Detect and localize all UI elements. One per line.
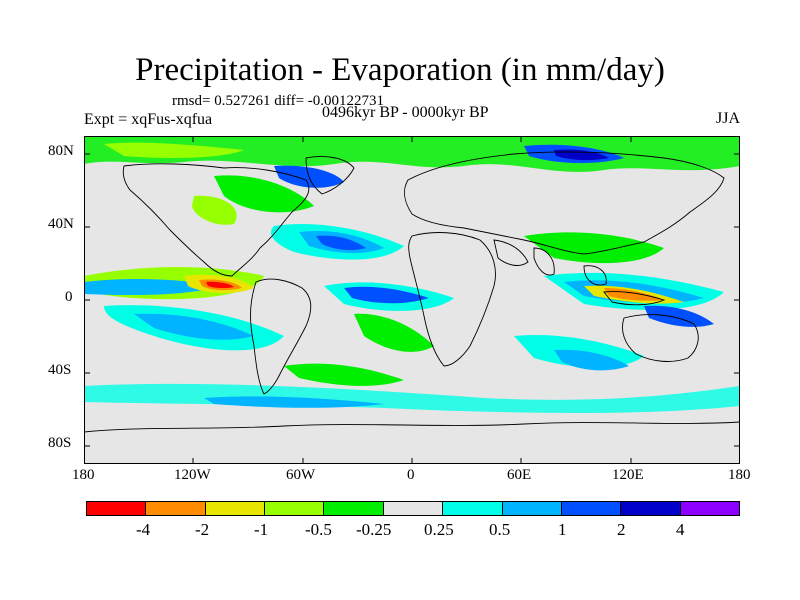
- plot-title: Precipitation - Evaporation (in mm/day): [135, 52, 665, 88]
- season-label: JJA: [716, 110, 741, 127]
- colorbar: [86, 501, 740, 516]
- y-tick-label: 80S: [48, 435, 72, 451]
- colorbar-label: 0.5: [489, 520, 511, 539]
- y-tick-label: 0: [65, 289, 73, 305]
- colorbar-swatch: [265, 502, 325, 515]
- x-tick-label: 60E: [507, 467, 532, 483]
- colorbar-label: -0.25: [356, 520, 392, 539]
- colorbar-label: 4: [676, 520, 685, 539]
- colorbar-label: -4: [136, 520, 151, 539]
- y-tick-label: 40S: [48, 362, 72, 378]
- x-tick-label: 60W: [286, 467, 316, 483]
- x-tick-label: 0: [407, 467, 415, 483]
- tick-marks: [84, 136, 740, 464]
- y-tick-label: 80N: [48, 143, 74, 159]
- colorbar-swatch: [443, 502, 503, 515]
- colorbar-swatch: [680, 502, 739, 515]
- colorbar-label: -0.5: [305, 520, 332, 539]
- colorbar-label: -2: [195, 520, 210, 539]
- colorbar-swatch: [621, 502, 681, 515]
- x-tick-label: 180: [72, 467, 95, 483]
- coastlines: [84, 151, 740, 433]
- colorbar-label: 2: [617, 520, 626, 539]
- colorbar-swatch: [502, 502, 562, 515]
- colorbar-swatch: [324, 502, 384, 515]
- colorbar-label: 1: [558, 520, 567, 539]
- x-tick-label: 120W: [174, 467, 211, 483]
- period-label: 0496kyr BP - 0000kyr BP: [322, 104, 489, 121]
- field-shading: [84, 136, 740, 413]
- stats-text: rmsd= 0.527261 diff= -0.00122731: [172, 93, 385, 109]
- y-tick-label: 40N: [48, 216, 74, 232]
- colorbar-label: -1: [254, 520, 269, 539]
- colorbar-label: 0.25: [424, 520, 454, 539]
- colorbar-swatch: [146, 502, 206, 515]
- experiment-label: Expt = xqFus-xqfua: [84, 111, 213, 128]
- colorbar-swatch: [87, 502, 147, 515]
- map-svg: [84, 136, 740, 464]
- colorbar-swatch: [205, 502, 266, 515]
- colorbar-swatch: [561, 502, 622, 515]
- x-tick-label: 120E: [612, 467, 644, 483]
- map-panel: [84, 136, 740, 464]
- colorbar-swatch: [383, 502, 444, 515]
- x-tick-label: 180: [728, 467, 751, 483]
